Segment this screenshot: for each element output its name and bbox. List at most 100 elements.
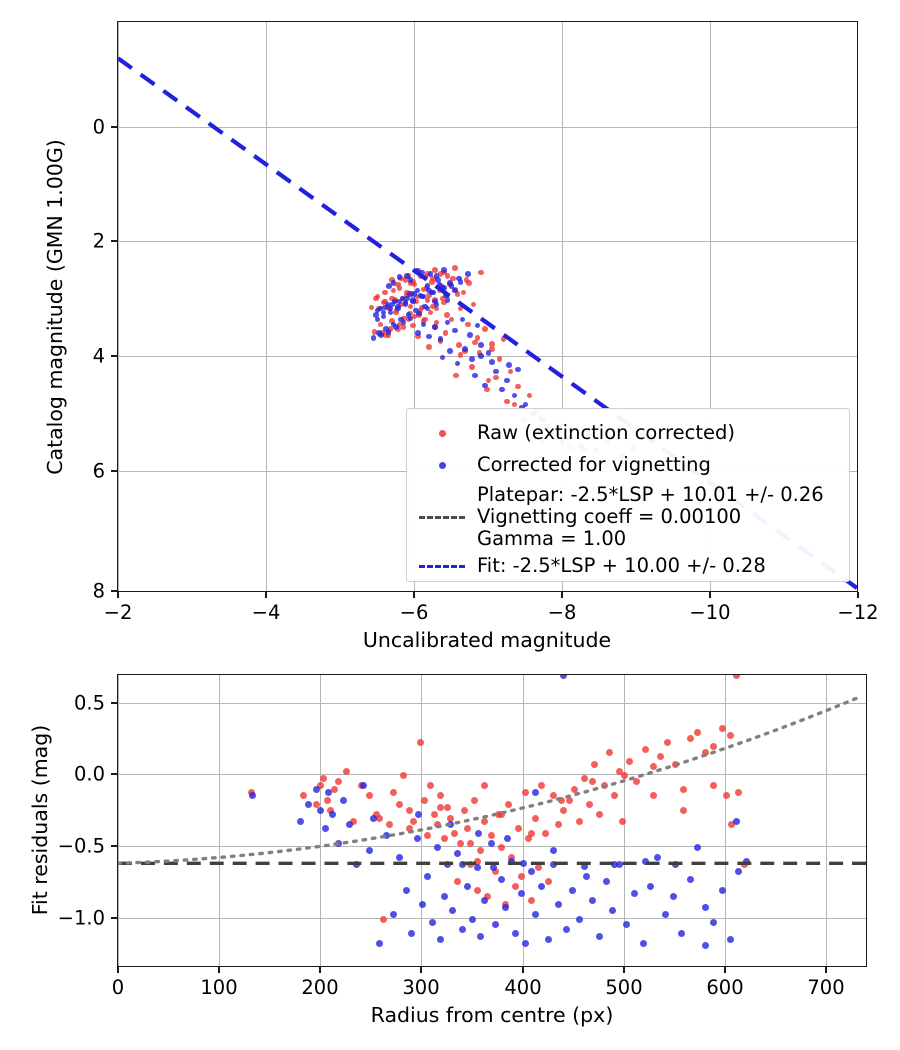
scatter-point	[420, 796, 428, 804]
scatter-point	[478, 353, 484, 359]
legend-marker-corrected	[407, 461, 477, 469]
scatter-point	[305, 800, 312, 808]
scatter-point	[427, 309, 434, 316]
scatter-point	[477, 846, 485, 854]
scatter-point	[437, 271, 444, 277]
scatter-point	[396, 298, 403, 305]
scatter-point	[380, 313, 387, 320]
gridline-x	[725, 675, 727, 966]
scatter-point	[390, 287, 397, 294]
scatter-point	[503, 835, 511, 843]
scatter-point	[493, 374, 499, 381]
scatter-point	[452, 287, 458, 294]
scatter-point	[491, 921, 499, 929]
gridline-y	[118, 918, 866, 920]
scatter-point	[433, 843, 441, 851]
scatter-point	[419, 304, 425, 311]
scatter-point	[422, 303, 428, 310]
scatter-point	[420, 321, 427, 328]
xtick-label: −2	[103, 601, 133, 624]
legend-label-corrected: Corrected for vignetting	[477, 453, 711, 477]
scatter-point	[585, 800, 593, 808]
scatter-point	[402, 277, 409, 283]
legend-box: Raw (extinction corrected) Corrected for…	[406, 408, 850, 582]
scatter-point	[398, 316, 404, 323]
scatter-point	[472, 339, 478, 346]
gridline-x	[266, 22, 268, 591]
scatter-point	[500, 336, 507, 342]
scatter-point	[335, 777, 343, 785]
scatter-point	[426, 344, 432, 350]
scatter-point	[710, 782, 718, 790]
scatter-point	[448, 316, 455, 323]
scatter-point	[327, 806, 335, 814]
scatter-point	[452, 327, 458, 334]
scatter-point	[478, 342, 484, 348]
scatter-point	[411, 291, 418, 297]
scatter-point	[467, 839, 475, 847]
scatter-point	[497, 843, 505, 851]
scatter-point	[507, 853, 515, 861]
ytick-mark	[111, 470, 117, 472]
scatter-point	[427, 271, 434, 277]
scatter-point	[678, 930, 685, 937]
scatter-point	[469, 364, 475, 370]
scatter-point	[663, 739, 671, 746]
scatter-point	[390, 789, 398, 797]
scatter-point	[386, 820, 394, 828]
scatter-point	[504, 398, 510, 405]
scatter-point	[485, 350, 492, 356]
scatter-point	[433, 820, 441, 828]
scatter-point	[611, 792, 619, 800]
scatter-point	[580, 774, 588, 782]
scatter-point	[376, 330, 382, 336]
scatter-dot-icon	[438, 429, 446, 437]
scatter-point	[435, 277, 441, 283]
scatter-point	[687, 734, 695, 742]
scatter-point	[519, 859, 527, 867]
scatter-point	[404, 292, 410, 299]
scatter-point	[424, 271, 431, 277]
scatter-point	[469, 915, 477, 923]
scatter-point	[464, 825, 472, 833]
scatter-point	[377, 321, 384, 328]
scatter-point	[423, 872, 431, 880]
scatter-point	[317, 782, 325, 790]
scatter-point	[405, 312, 412, 318]
scatter-point	[359, 782, 367, 790]
scatter-point	[456, 342, 462, 348]
scatter-point	[575, 915, 583, 923]
scatter-point	[727, 820, 735, 828]
scatter-point	[322, 825, 330, 833]
legend-label-platepar-2: Vignetting coeff = 0.00100	[477, 505, 742, 529]
scatter-point	[507, 368, 514, 375]
scatter-point	[385, 332, 392, 338]
scatter-point	[702, 904, 710, 912]
ytick-mark	[111, 845, 117, 847]
scatter-point	[526, 392, 533, 399]
scatter-point	[325, 789, 333, 797]
gridline-x	[562, 22, 564, 591]
scatter-point	[426, 782, 434, 790]
scatter-point	[474, 864, 482, 871]
scatter-point	[462, 346, 468, 352]
scatter-point	[410, 298, 416, 305]
scatter-point	[426, 333, 432, 340]
scatter-point	[417, 307, 424, 314]
scatter-point	[368, 304, 375, 311]
scatter-point	[410, 322, 416, 329]
gridline-x	[414, 22, 416, 591]
scatter-point	[656, 753, 664, 761]
scatter-point	[443, 803, 451, 811]
scatter-point	[641, 746, 649, 754]
scatter-point	[481, 782, 489, 790]
scatter-point	[439, 354, 446, 361]
scatter-point	[626, 757, 634, 765]
scatter-point	[718, 886, 726, 894]
xtick-label: 0	[111, 976, 125, 999]
scatter-point	[428, 918, 436, 926]
vignetting-curve	[118, 694, 863, 865]
ytick-label: 4	[92, 344, 105, 368]
legend-item-fit: Fit: -2.5*LSP + 10.00 +/- 0.28	[407, 551, 849, 581]
scatter-point	[383, 832, 391, 840]
